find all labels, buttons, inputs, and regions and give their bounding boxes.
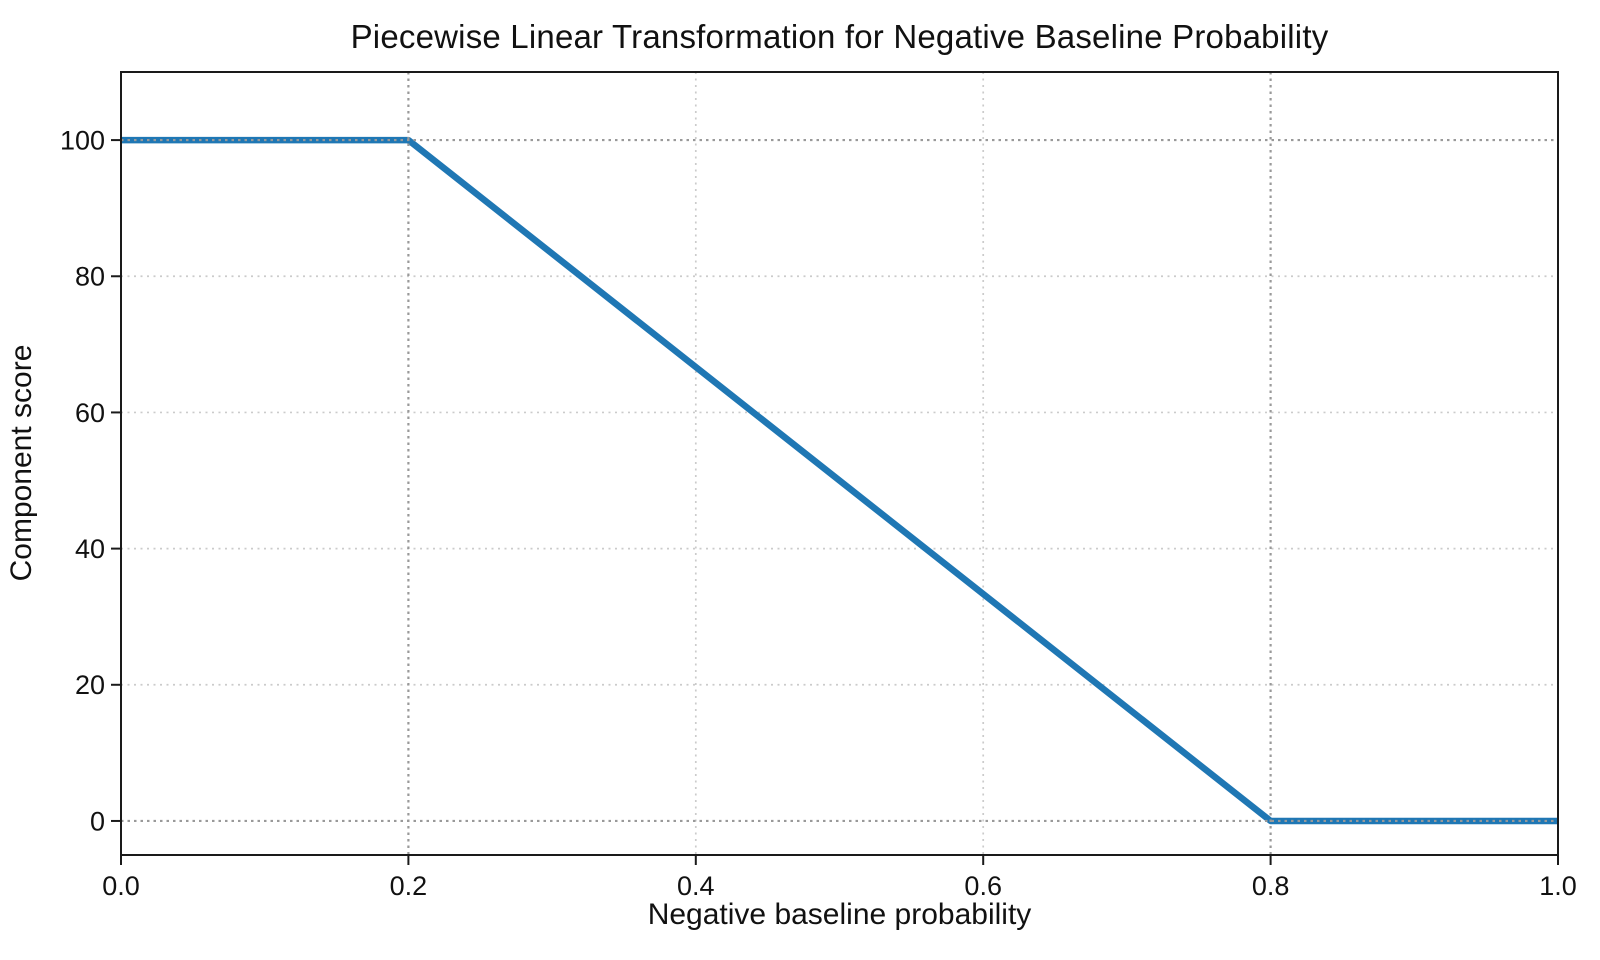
x-axis-label: Negative baseline probability bbox=[647, 898, 1032, 931]
series-line-component-score bbox=[121, 136, 1558, 825]
x-tick-label-1: 1.0 bbox=[1539, 871, 1577, 901]
x-tick-label-0: 0.0 bbox=[102, 871, 140, 901]
axes-spines bbox=[120, 71, 1559, 856]
y-tick-label-80: 80 bbox=[75, 262, 105, 292]
y-tick-label-20: 20 bbox=[75, 670, 105, 700]
plot-box-spines bbox=[120, 71, 1559, 856]
x-tick-label-0.6: 0.6 bbox=[964, 871, 1002, 901]
y-tick-label-40: 40 bbox=[75, 534, 105, 564]
tick-marks bbox=[111, 139, 1559, 865]
reference-lines-layer bbox=[121, 72, 1558, 855]
chart-title: Piecewise Linear Transformation for Nega… bbox=[350, 18, 1329, 55]
x-tick-label-0.8: 0.8 bbox=[1252, 871, 1290, 901]
tick-labels: 0.0 0.2 0.4 0.6 0.8 1.0 0 20 40 60 80 100 bbox=[60, 126, 1577, 901]
grid-layer bbox=[121, 72, 1558, 855]
x-tick-label-0.4: 0.4 bbox=[677, 871, 715, 901]
x-tick-label-0.2: 0.2 bbox=[390, 871, 428, 901]
series-layer bbox=[121, 136, 1558, 825]
y-tick-label-0: 0 bbox=[90, 806, 105, 836]
y-tick-label-100: 100 bbox=[60, 126, 105, 156]
y-tick-label-60: 60 bbox=[75, 398, 105, 428]
